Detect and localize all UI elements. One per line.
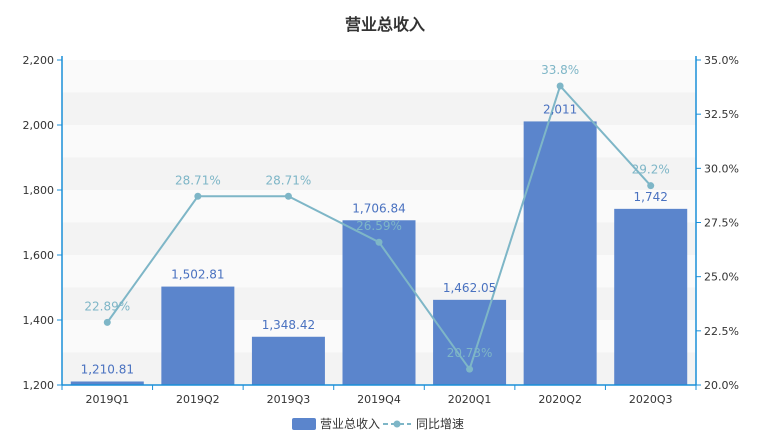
- bar-value-label: 2,011: [543, 102, 577, 116]
- legend-line-label[interactable]: 同比增速: [416, 417, 464, 431]
- grid-band: [62, 157, 696, 190]
- y-right-tick-label: 20.0%: [704, 379, 739, 392]
- legend-bar-label[interactable]: 营业总收入: [320, 417, 380, 431]
- growth-point-2019Q2: [194, 192, 202, 200]
- x-tick-label: 2019Q4: [357, 393, 401, 406]
- growth-point-2020Q1: [466, 365, 474, 373]
- y-right-tick-label: 30.0%: [704, 162, 739, 175]
- growth-value-label: 28.71%: [175, 173, 221, 187]
- growth-value-label: 28.71%: [266, 173, 312, 187]
- bar-series: [70, 121, 688, 386]
- x-tick-label: 2019Q1: [85, 393, 129, 406]
- data-labels: 1,210.81 1,502.81 1,348.42 1,706.84 1,462.05…: [81, 63, 670, 376]
- y-left-tick-label: 2,000: [23, 119, 55, 132]
- legend-line-marker: [393, 420, 401, 428]
- bar-value-label: 1,502.81: [171, 268, 224, 282]
- y-left-tick-label: 1,800: [23, 184, 55, 197]
- bar-2019Q1: [70, 381, 144, 385]
- y-right-tick-label: 35.0%: [704, 54, 739, 67]
- x-tick-label: 2020Q3: [629, 393, 673, 406]
- growth-point-2019Q3: [284, 192, 292, 200]
- bar-2020Q2: [523, 121, 597, 386]
- bar-2019Q2: [161, 286, 235, 385]
- chart-title: 营业总收入: [345, 15, 425, 34]
- growth-point-2019Q1: [103, 318, 111, 326]
- bar-2020Q3: [614, 208, 688, 385]
- y-left-tick-label: 2,200: [23, 54, 55, 67]
- bar-value-label: 1,742: [634, 190, 668, 204]
- axes: 1,200 1,400 1,600 1,800 2,000 2,200 20.0% 22.5%…: [23, 54, 739, 406]
- y-right-tick-label: 27.5%: [704, 217, 739, 230]
- bar-value-label: 1,462.05: [443, 281, 496, 295]
- x-tick-label: 2020Q1: [448, 393, 492, 406]
- bar-2019Q4: [342, 220, 416, 385]
- bar-value-label: 1,706.84: [352, 201, 405, 215]
- bar-value-label: 1,348.42: [262, 318, 315, 332]
- line-series: [103, 82, 655, 373]
- x-tick-label: 2020Q2: [538, 393, 582, 406]
- grid-band: [62, 60, 696, 93]
- y-right-tick-label: 32.5%: [704, 108, 739, 121]
- y-right-tick-label: 25.0%: [704, 271, 739, 284]
- y-left-tick-label: 1,600: [23, 249, 55, 262]
- growth-point-2020Q2: [556, 82, 564, 90]
- growth-point-2020Q3: [647, 182, 655, 190]
- y-left-tick-label: 1,400: [23, 314, 55, 327]
- growth-point-2019Q4: [375, 238, 383, 246]
- growth-value-label: 26.59%: [356, 219, 402, 233]
- growth-value-label: 22.89%: [84, 299, 130, 313]
- bar-2019Q3: [251, 336, 325, 385]
- growth-value-label: 33.8%: [541, 63, 579, 77]
- bar-value-label: 1,210.81: [81, 362, 134, 376]
- x-tick-label: 2019Q3: [267, 393, 311, 406]
- legend-bar-swatch: [292, 418, 316, 430]
- legend[interactable]: 营业总收入 同比增速: [292, 417, 464, 431]
- y-left-tick-label: 1,200: [23, 379, 55, 392]
- growth-value-label: 29.2%: [632, 163, 670, 177]
- growth-value-label: 20.73%: [447, 346, 493, 360]
- x-tick-label: 2019Q2: [176, 393, 220, 406]
- y-right-tick-label: 22.5%: [704, 325, 739, 338]
- grid-band: [62, 92, 696, 125]
